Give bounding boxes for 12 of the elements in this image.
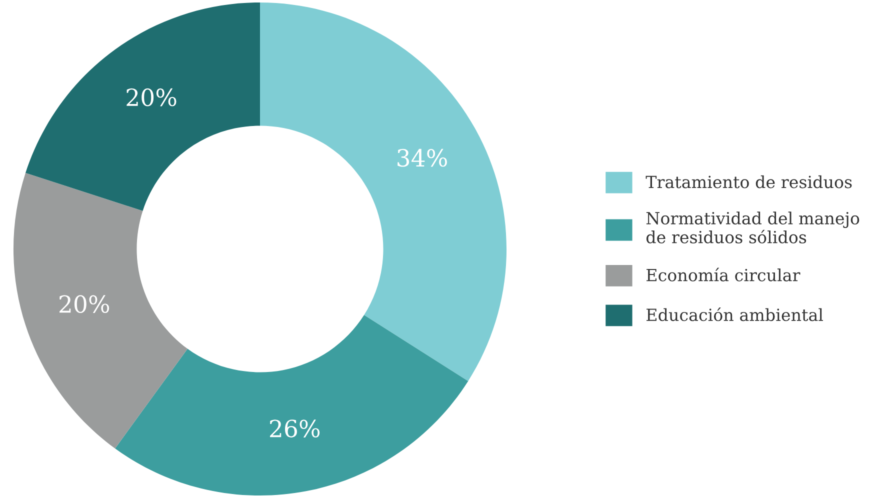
legend-label: Tratamiento de residuos [646,175,852,188]
data-label: 26% [270,420,320,438]
data-label: 20% [126,88,176,106]
donut-slice [260,2,507,382]
donut-slice [115,315,468,496]
legend-label: Normatividad del manejo de residuos sólidos [646,212,860,244]
donut-slice [26,2,260,211]
legend-label: Economía circular [646,268,800,282]
legend-label: Educación ambiental [646,308,823,322]
data-label: 20% [60,295,110,313]
donut-slice [13,172,188,448]
data-label: 34% [398,148,447,167]
